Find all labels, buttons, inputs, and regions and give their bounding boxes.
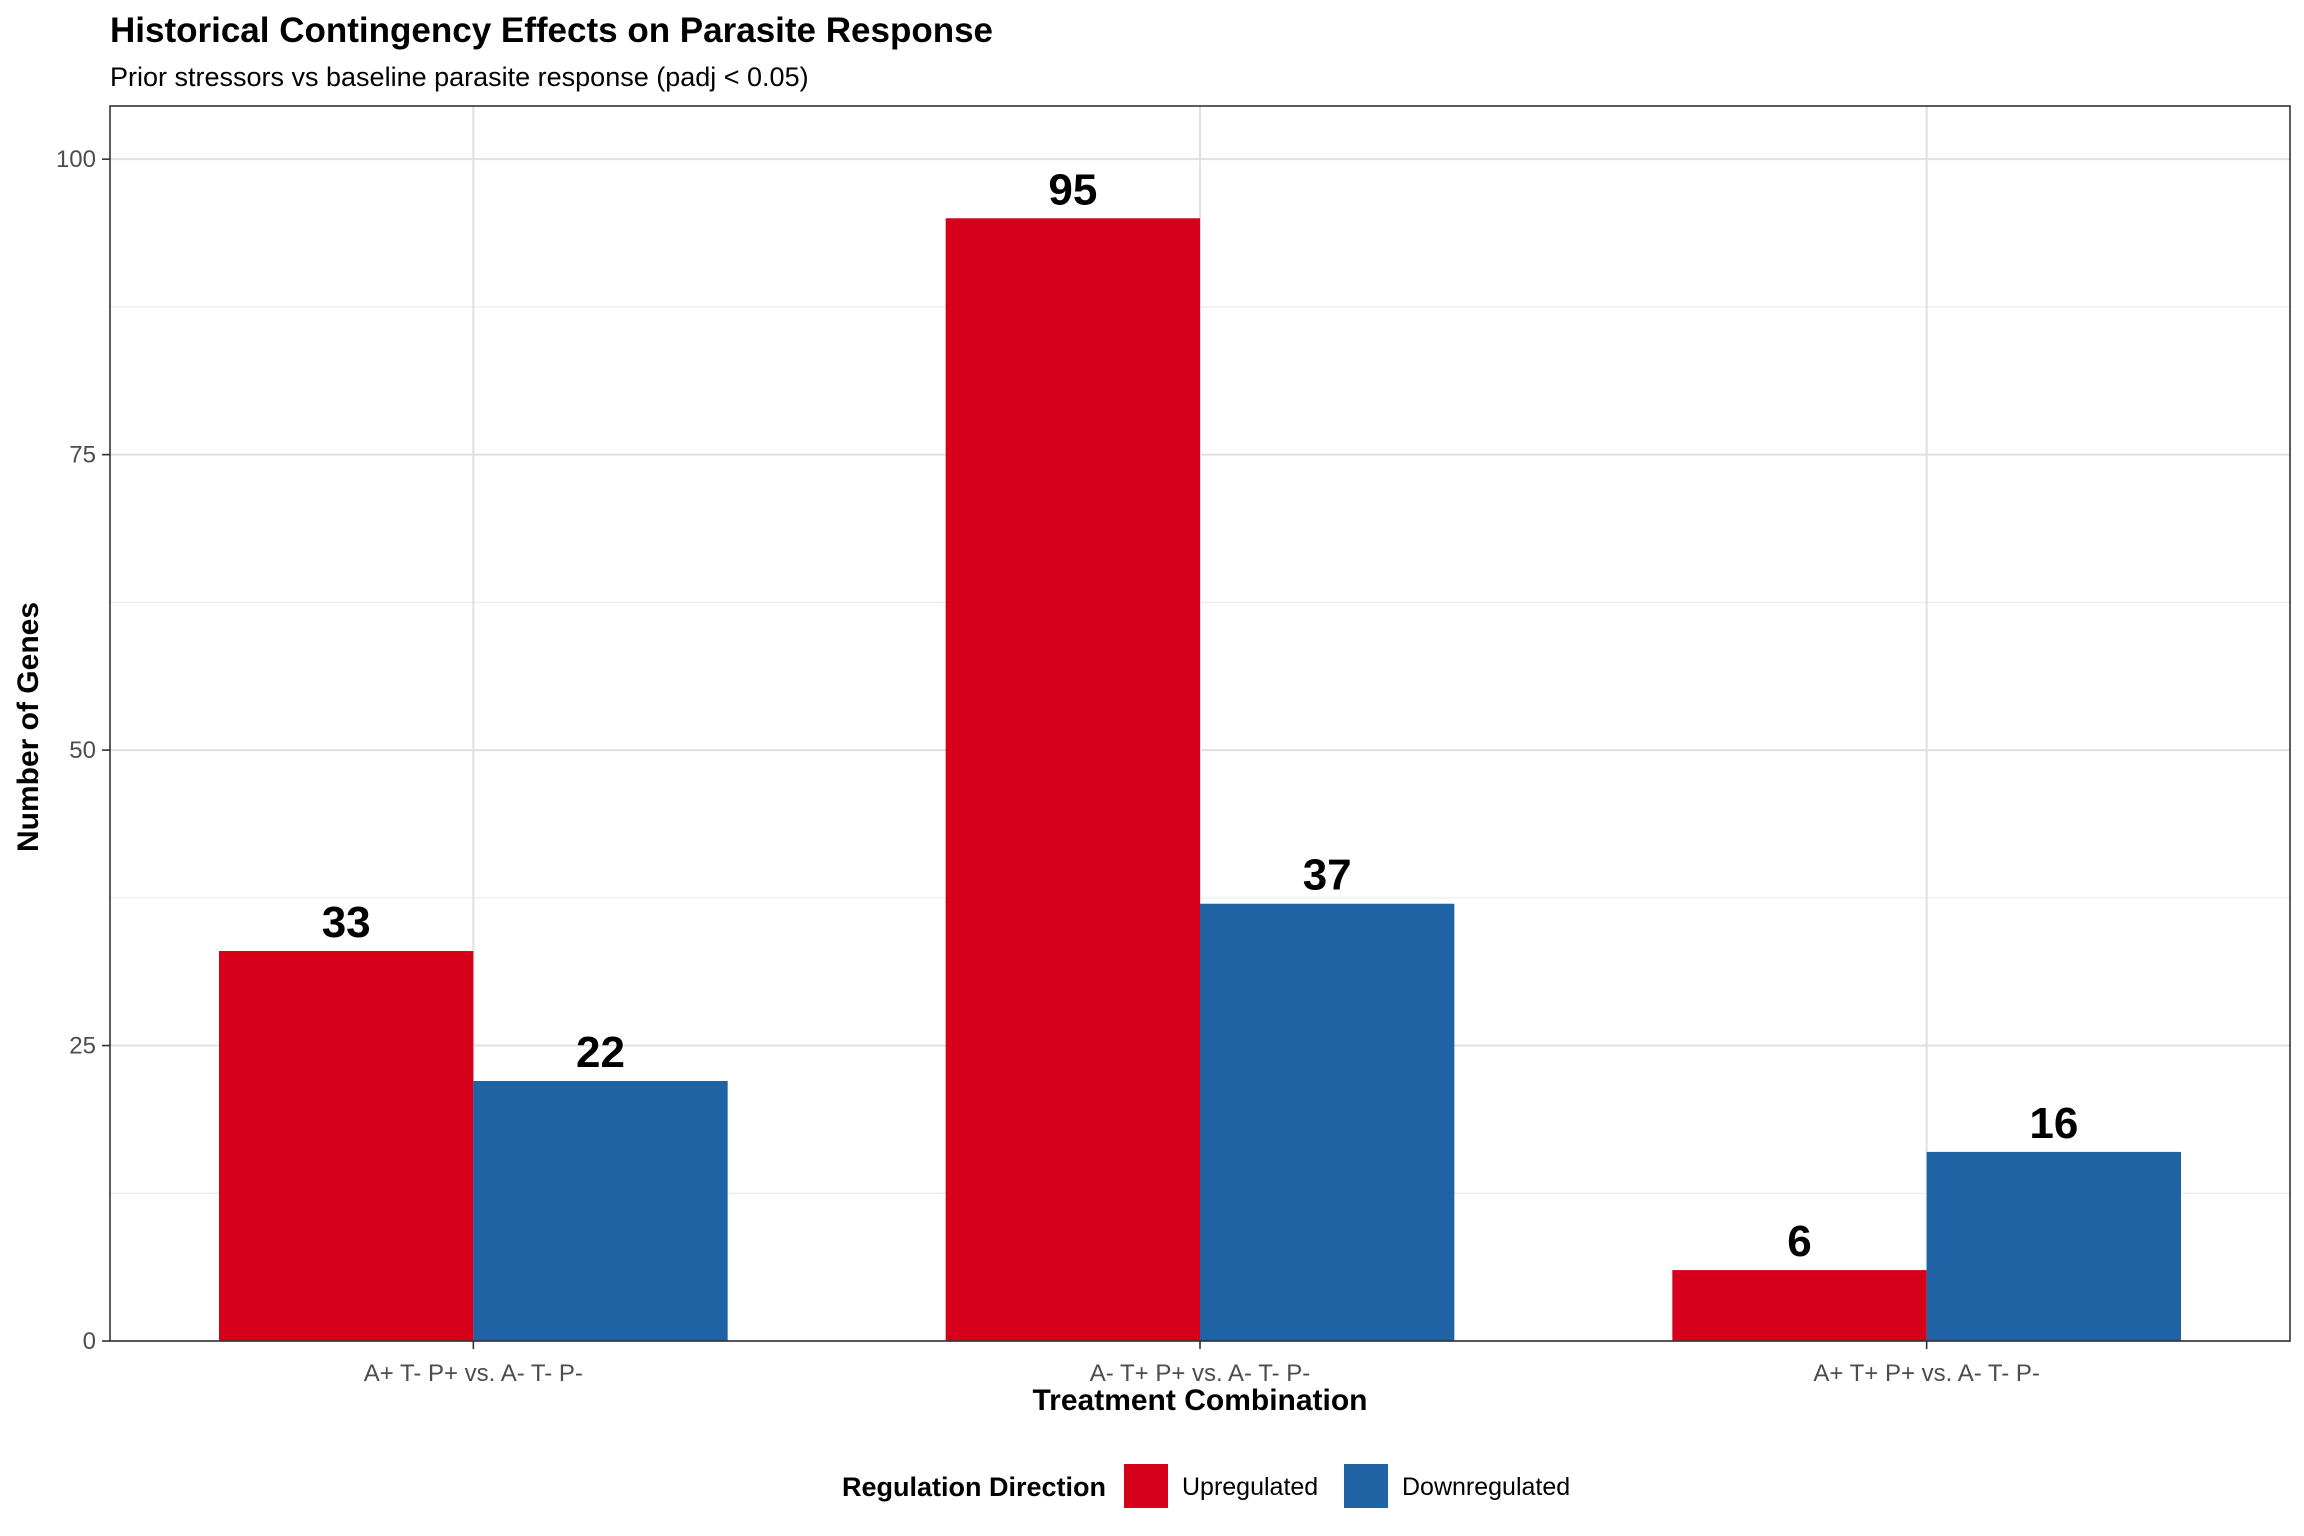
- bar-upregulated: [1672, 1270, 1926, 1341]
- bar-downregulated: [1927, 1152, 2181, 1341]
- x-tick-label: A- T+ P+ vs. A- T- P-: [1090, 1360, 1311, 1387]
- bar-upregulated: [219, 951, 473, 1341]
- chart-subtitle: Prior stressors vs baseline parasite res…: [110, 62, 809, 92]
- legend-swatch-downregulated: [1344, 1464, 1388, 1508]
- legend: Regulation Direction Upregulated Downreg…: [842, 1464, 1570, 1508]
- data-label: 22: [576, 1028, 625, 1077]
- x-tick-label: A+ T+ P+ vs. A- T- P-: [1813, 1360, 2040, 1387]
- legend-swatch-upregulated: [1124, 1464, 1168, 1508]
- legend-label-upregulated: Upregulated: [1182, 1473, 1318, 1501]
- data-label: 6: [1787, 1217, 1811, 1266]
- bars: [219, 218, 2181, 1341]
- x-axis: A+ T- P+ vs. A- T- P- A- T+ P+ vs. A- T- …: [364, 1341, 2040, 1387]
- x-tick-label: A+ T- P+ vs. A- T- P-: [364, 1360, 583, 1387]
- data-label: 37: [1303, 851, 1352, 900]
- legend-title: Regulation Direction: [842, 1472, 1106, 1502]
- y-tick-label: 0: [83, 1328, 96, 1355]
- data-label: 95: [1048, 165, 1097, 214]
- bar-downregulated: [1200, 904, 1454, 1341]
- x-axis-title: Treatment Combination: [1032, 1384, 1367, 1417]
- y-axis: 0 25 50 75 100: [56, 146, 110, 1355]
- plot-panel: 33 95 6 22 37 16: [110, 106, 2290, 1341]
- chart-title: Historical Contingency Effects on Parasi…: [110, 11, 993, 50]
- bar-upregulated: [946, 218, 1200, 1341]
- y-tick-label: 75: [69, 442, 96, 469]
- y-tick-label: 50: [69, 737, 96, 764]
- bar-downregulated: [473, 1081, 727, 1341]
- y-tick-label: 25: [69, 1033, 96, 1060]
- data-label: 16: [2029, 1099, 2078, 1148]
- data-label: 33: [322, 898, 371, 947]
- y-axis-title: Number of Genes: [12, 602, 45, 852]
- y-tick-label: 100: [56, 146, 96, 173]
- legend-label-downregulated: Downregulated: [1402, 1473, 1570, 1501]
